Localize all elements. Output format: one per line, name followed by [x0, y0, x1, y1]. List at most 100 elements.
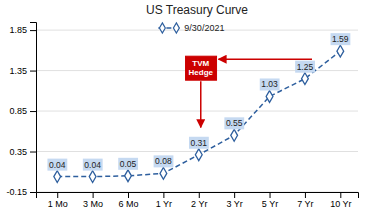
x-axis-line: [37, 193, 359, 199]
marker: [231, 129, 238, 141]
x-tick-mark: [340, 192, 341, 198]
annotation-arrow: [200, 81, 202, 127]
data-label-box: [295, 61, 315, 73]
x-tick-mark: [57, 192, 58, 198]
x-tick-label: 2 Yr: [191, 199, 207, 209]
legend-symbol: [173, 23, 179, 33]
x-tick: 3 Yr: [226, 192, 242, 209]
grid-line: [36, 111, 358, 112]
x-tick: 1 Mo: [48, 192, 68, 209]
marker: [302, 73, 309, 85]
x-tick: 6 Mo: [118, 192, 138, 209]
data-label-group: 0.31: [189, 137, 209, 149]
x-tick-label: 6 Mo: [118, 199, 138, 209]
x-tick-label: 3 Yr: [226, 199, 242, 209]
data-label-group: 0.05: [118, 158, 138, 170]
legend-label: 9/30/2021: [184, 23, 224, 33]
data-label-box: [224, 117, 244, 129]
x-tick: 3 Mo: [83, 192, 103, 209]
grid: [36, 30, 358, 192]
y-tick-mark: [30, 111, 36, 112]
x-tick: 7 Yr: [297, 192, 313, 209]
data-label-group: 0.04: [83, 159, 103, 171]
data-label: 0.05: [120, 159, 137, 169]
y-axis-line: [30, 23, 37, 193]
data-label-box: [118, 158, 138, 170]
data-labels: 0.04 0.04 0.05 0.08 0.31 0.55 1.03 1.25 1.59: [47, 33, 350, 170]
data-label-group: 0.04: [47, 159, 67, 171]
data-label-group: 1.59: [331, 33, 351, 45]
x-tick: 10 Yr: [330, 192, 351, 209]
x-tick-mark: [199, 192, 200, 198]
x-tick-label: 1 Yr: [156, 199, 172, 209]
x-tick-mark: [234, 192, 235, 198]
data-label-box: [260, 78, 280, 90]
y-tick: 1.35: [9, 66, 36, 76]
annotation-box: [186, 56, 217, 80]
data-label-box: [83, 159, 103, 171]
plot: -0.15 0.35 0.85 1.35 1.85 1 Mo 3 Mo 6 Mo 1 Yr 2 Y…: [6, 23, 358, 210]
data-label: 0.31: [190, 138, 207, 148]
y-tick-mark: [30, 30, 36, 31]
legend-item: 9/30/2021: [158, 23, 224, 33]
data-label-box: [47, 159, 67, 171]
x-tick-mark: [128, 192, 129, 198]
legend: 9/30/2021: [158, 23, 224, 33]
y-tick-mark: [30, 152, 36, 153]
data-label: 0.55: [226, 118, 243, 128]
x-tick-label: 3 Mo: [83, 199, 103, 209]
y-tick-label: -0.15: [6, 187, 27, 197]
data-label: 0.08: [155, 156, 172, 166]
x-tick-label: 7 Yr: [297, 199, 313, 209]
annotation: TVMHedge: [186, 56, 217, 80]
x-tick-label: 5 Yr: [262, 199, 278, 209]
x-tick-mark: [93, 192, 94, 198]
x-tick-mark: [270, 192, 271, 198]
y-tick-label: 1.35: [9, 66, 27, 76]
chart: US Treasury Curve -0.15 0.35 0.85 1.35 1.85 1 …: [0, 0, 370, 212]
marker: [89, 171, 96, 183]
marker: [195, 149, 202, 161]
title: US Treasury Curve: [146, 3, 248, 17]
data-label: 1.03: [261, 79, 278, 89]
y-tick-label: 0.35: [9, 147, 27, 157]
data-label-group: 0.08: [154, 155, 174, 167]
y-tick-label: 1.85: [9, 25, 27, 35]
y-tick-mark: [30, 71, 36, 72]
y-tick: -0.15: [6, 187, 36, 197]
y-tick-mark: [30, 192, 36, 193]
data-label-box: [189, 137, 209, 149]
data-label-box: [331, 33, 351, 45]
y-tick-label: 0.85: [9, 106, 27, 116]
x-tick-label: 10 Yr: [330, 199, 351, 209]
marker: [54, 171, 61, 183]
y-tick: 0.85: [9, 106, 36, 116]
data-label: 0.04: [49, 160, 66, 170]
data-label-group: 0.55: [224, 117, 244, 129]
marker: [160, 167, 167, 179]
x-tick-mark: [305, 192, 306, 198]
x-tick: 2 Yr: [191, 192, 207, 209]
x-tick: 5 Yr: [262, 192, 278, 209]
x-axis: 1 Mo 3 Mo 6 Mo 1 Yr 2 Yr 3 Yr 5 Yr 7 Yr 10 Yr: [37, 192, 359, 209]
series-line: [57, 51, 340, 176]
legend-symbol: [159, 23, 165, 33]
y-tick: 0.35: [9, 147, 36, 157]
data-label-group: 1.03: [260, 78, 280, 90]
marks: [54, 45, 344, 182]
data-label: 1.59: [332, 34, 349, 44]
data-label: 1.25: [297, 62, 314, 72]
marker: [266, 91, 273, 103]
data-label-box: [154, 155, 174, 167]
data-label: 0.04: [84, 160, 101, 170]
x-tick-label: 1 Mo: [48, 199, 68, 209]
x-tick: 1 Yr: [156, 192, 172, 209]
marker: [337, 45, 344, 57]
marker: [125, 170, 132, 182]
y-axis: -0.15 0.35 0.85 1.35 1.85: [6, 23, 36, 198]
annotation-arrow: [219, 58, 312, 60]
annotation-text: TVMHedge: [189, 59, 214, 77]
data-label-group: 1.25: [295, 61, 315, 73]
y-tick: 1.85: [9, 25, 36, 35]
x-tick-mark: [163, 192, 164, 198]
